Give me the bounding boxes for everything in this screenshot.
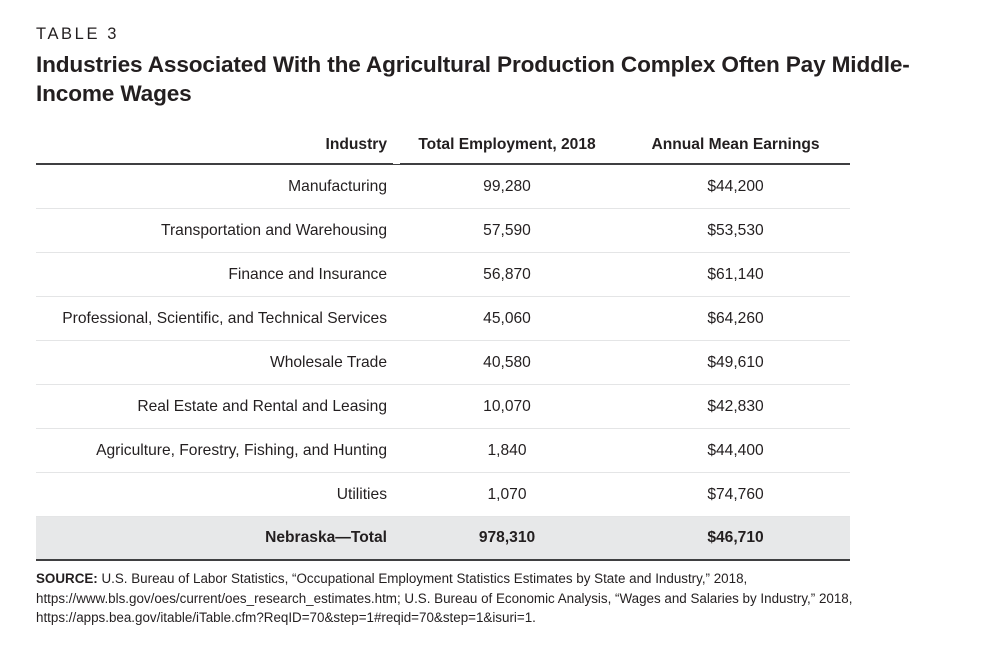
cell-industry: Real Estate and Rental and Leasing [36, 384, 393, 429]
rule-notch [393, 250, 400, 253]
cell-employment: 1,840 [393, 428, 621, 473]
table-header-row: Industry Total Employment, 2018 Annual M… [36, 136, 850, 165]
table-total-row: Nebraska—Total 978,310 $46,710 [36, 516, 850, 561]
column-header-employment: Total Employment, 2018 [393, 136, 621, 165]
table-row: Professional, Scientific, and Technical … [36, 296, 850, 341]
cell-employment: 56,870 [393, 252, 621, 297]
table-body: Manufacturing 99,280 $44,200 Transportat… [36, 164, 850, 561]
cell-employment: 10,070 [393, 384, 621, 429]
cell-industry: Manufacturing [36, 164, 393, 209]
rule-notch [393, 426, 400, 429]
cell-industry-total: Nebraska—Total [36, 516, 393, 561]
cell-earnings-total: $46,710 [621, 516, 850, 561]
column-header-earnings: Annual Mean Earnings [621, 136, 850, 165]
rule-notch [393, 382, 400, 385]
table-row: Transportation and Warehousing 57,590 $5… [36, 208, 850, 253]
table-row: Agriculture, Forestry, Fishing, and Hunt… [36, 428, 850, 473]
cell-earnings: $61,140 [621, 252, 850, 297]
cell-earnings: $53,530 [621, 208, 850, 253]
table-row: Utilities 1,070 $74,760 [36, 472, 850, 517]
data-table: Industry Total Employment, 2018 Annual M… [36, 136, 850, 561]
rule-notch [393, 161, 400, 164]
heading-block: TABLE 3 Industries Associated With the A… [36, 24, 966, 108]
source-label: SOURCE: [36, 571, 98, 586]
cell-earnings: $49,610 [621, 340, 850, 385]
table-row: Real Estate and Rental and Leasing 10,07… [36, 384, 850, 429]
rule-notch [393, 294, 400, 297]
page-title: Industries Associated With the Agricultu… [36, 51, 910, 106]
rule-notch [393, 338, 400, 341]
cell-employment-total: 978,310 [393, 516, 621, 561]
cell-earnings: $74,760 [621, 472, 850, 517]
cell-employment: 99,280 [393, 164, 621, 209]
table-row: Wholesale Trade 40,580 $49,610 [36, 340, 850, 385]
cell-earnings: $44,200 [621, 164, 850, 209]
cell-industry: Agriculture, Forestry, Fishing, and Hunt… [36, 428, 393, 473]
table-row: Finance and Insurance 56,870 $61,140 [36, 252, 850, 297]
data-table-container: Industry Total Employment, 2018 Annual M… [36, 136, 850, 561]
cell-earnings: $42,830 [621, 384, 850, 429]
cell-earnings: $44,400 [621, 428, 850, 473]
rule-notch [393, 206, 400, 209]
rule-notch [393, 514, 400, 517]
cell-industry: Wholesale Trade [36, 340, 393, 385]
cell-industry: Utilities [36, 472, 393, 517]
cell-industry: Finance and Insurance [36, 252, 393, 297]
source-text: U.S. Bureau of Labor Statistics, “Occupa… [36, 571, 853, 626]
cell-industry: Transportation and Warehousing [36, 208, 393, 253]
cell-employment: 57,590 [393, 208, 621, 253]
cell-employment: 1,070 [393, 472, 621, 517]
source-note: SOURCE: U.S. Bureau of Labor Statistics,… [36, 569, 954, 628]
cell-industry: Professional, Scientific, and Technical … [36, 296, 393, 341]
cell-employment: 40,580 [393, 340, 621, 385]
column-header-industry: Industry [36, 136, 393, 165]
cell-employment: 45,060 [393, 296, 621, 341]
table-number-label: TABLE 3 [36, 25, 120, 43]
table-row: Manufacturing 99,280 $44,200 [36, 164, 850, 209]
table-header: Industry Total Employment, 2018 Annual M… [36, 136, 850, 165]
rule-notch [393, 470, 400, 473]
cell-earnings: $64,260 [621, 296, 850, 341]
